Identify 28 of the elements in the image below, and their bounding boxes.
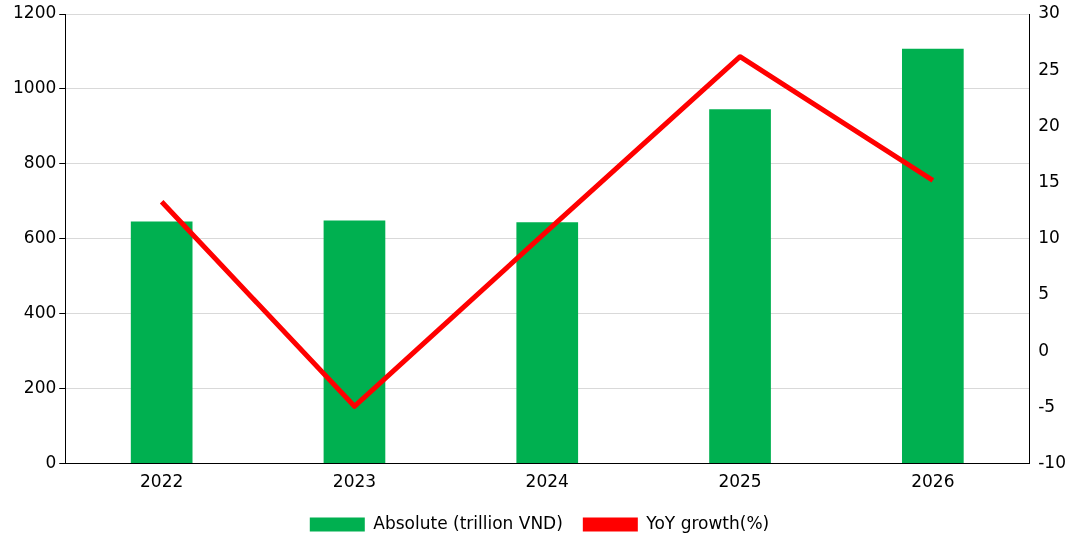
x-tick-label: 2025 [718,471,762,492]
bar [709,109,771,464]
y2-tick-label: -10 [1038,452,1067,473]
y-tick-label: 0 [45,452,57,473]
y2-tick-label: 25 [1038,58,1060,79]
y-tick-label: 200 [23,377,57,398]
bar [516,222,579,464]
bar [323,220,386,464]
x-tick-label: 2026 [911,471,955,492]
y-tick-label: 800 [23,152,57,173]
legend-label: YoY growth(%) [645,512,770,533]
legend-label: Absolute (trillion VND) [373,512,563,533]
bar [130,221,193,464]
x-tick-label: 2022 [140,471,184,492]
y-tick-label: 600 [23,227,57,248]
y2-tick-label: 0 [1038,339,1050,360]
y-tick-label: 1000 [13,77,57,98]
y-tick-label: 1200 [13,2,57,23]
y2-tick-label: -5 [1038,395,1056,416]
y2-tick-label: 10 [1038,227,1060,248]
x-tick-label: 2023 [332,471,377,492]
y2-tick-label: 30 [1038,2,1060,23]
bar [901,48,964,464]
y2-tick-label: 15 [1038,171,1060,192]
y2-tick-label: 20 [1038,114,1060,135]
y2-tick-label: 5 [1038,283,1050,304]
y-tick-label: 400 [23,302,57,323]
x-tick-label: 2024 [525,471,569,492]
